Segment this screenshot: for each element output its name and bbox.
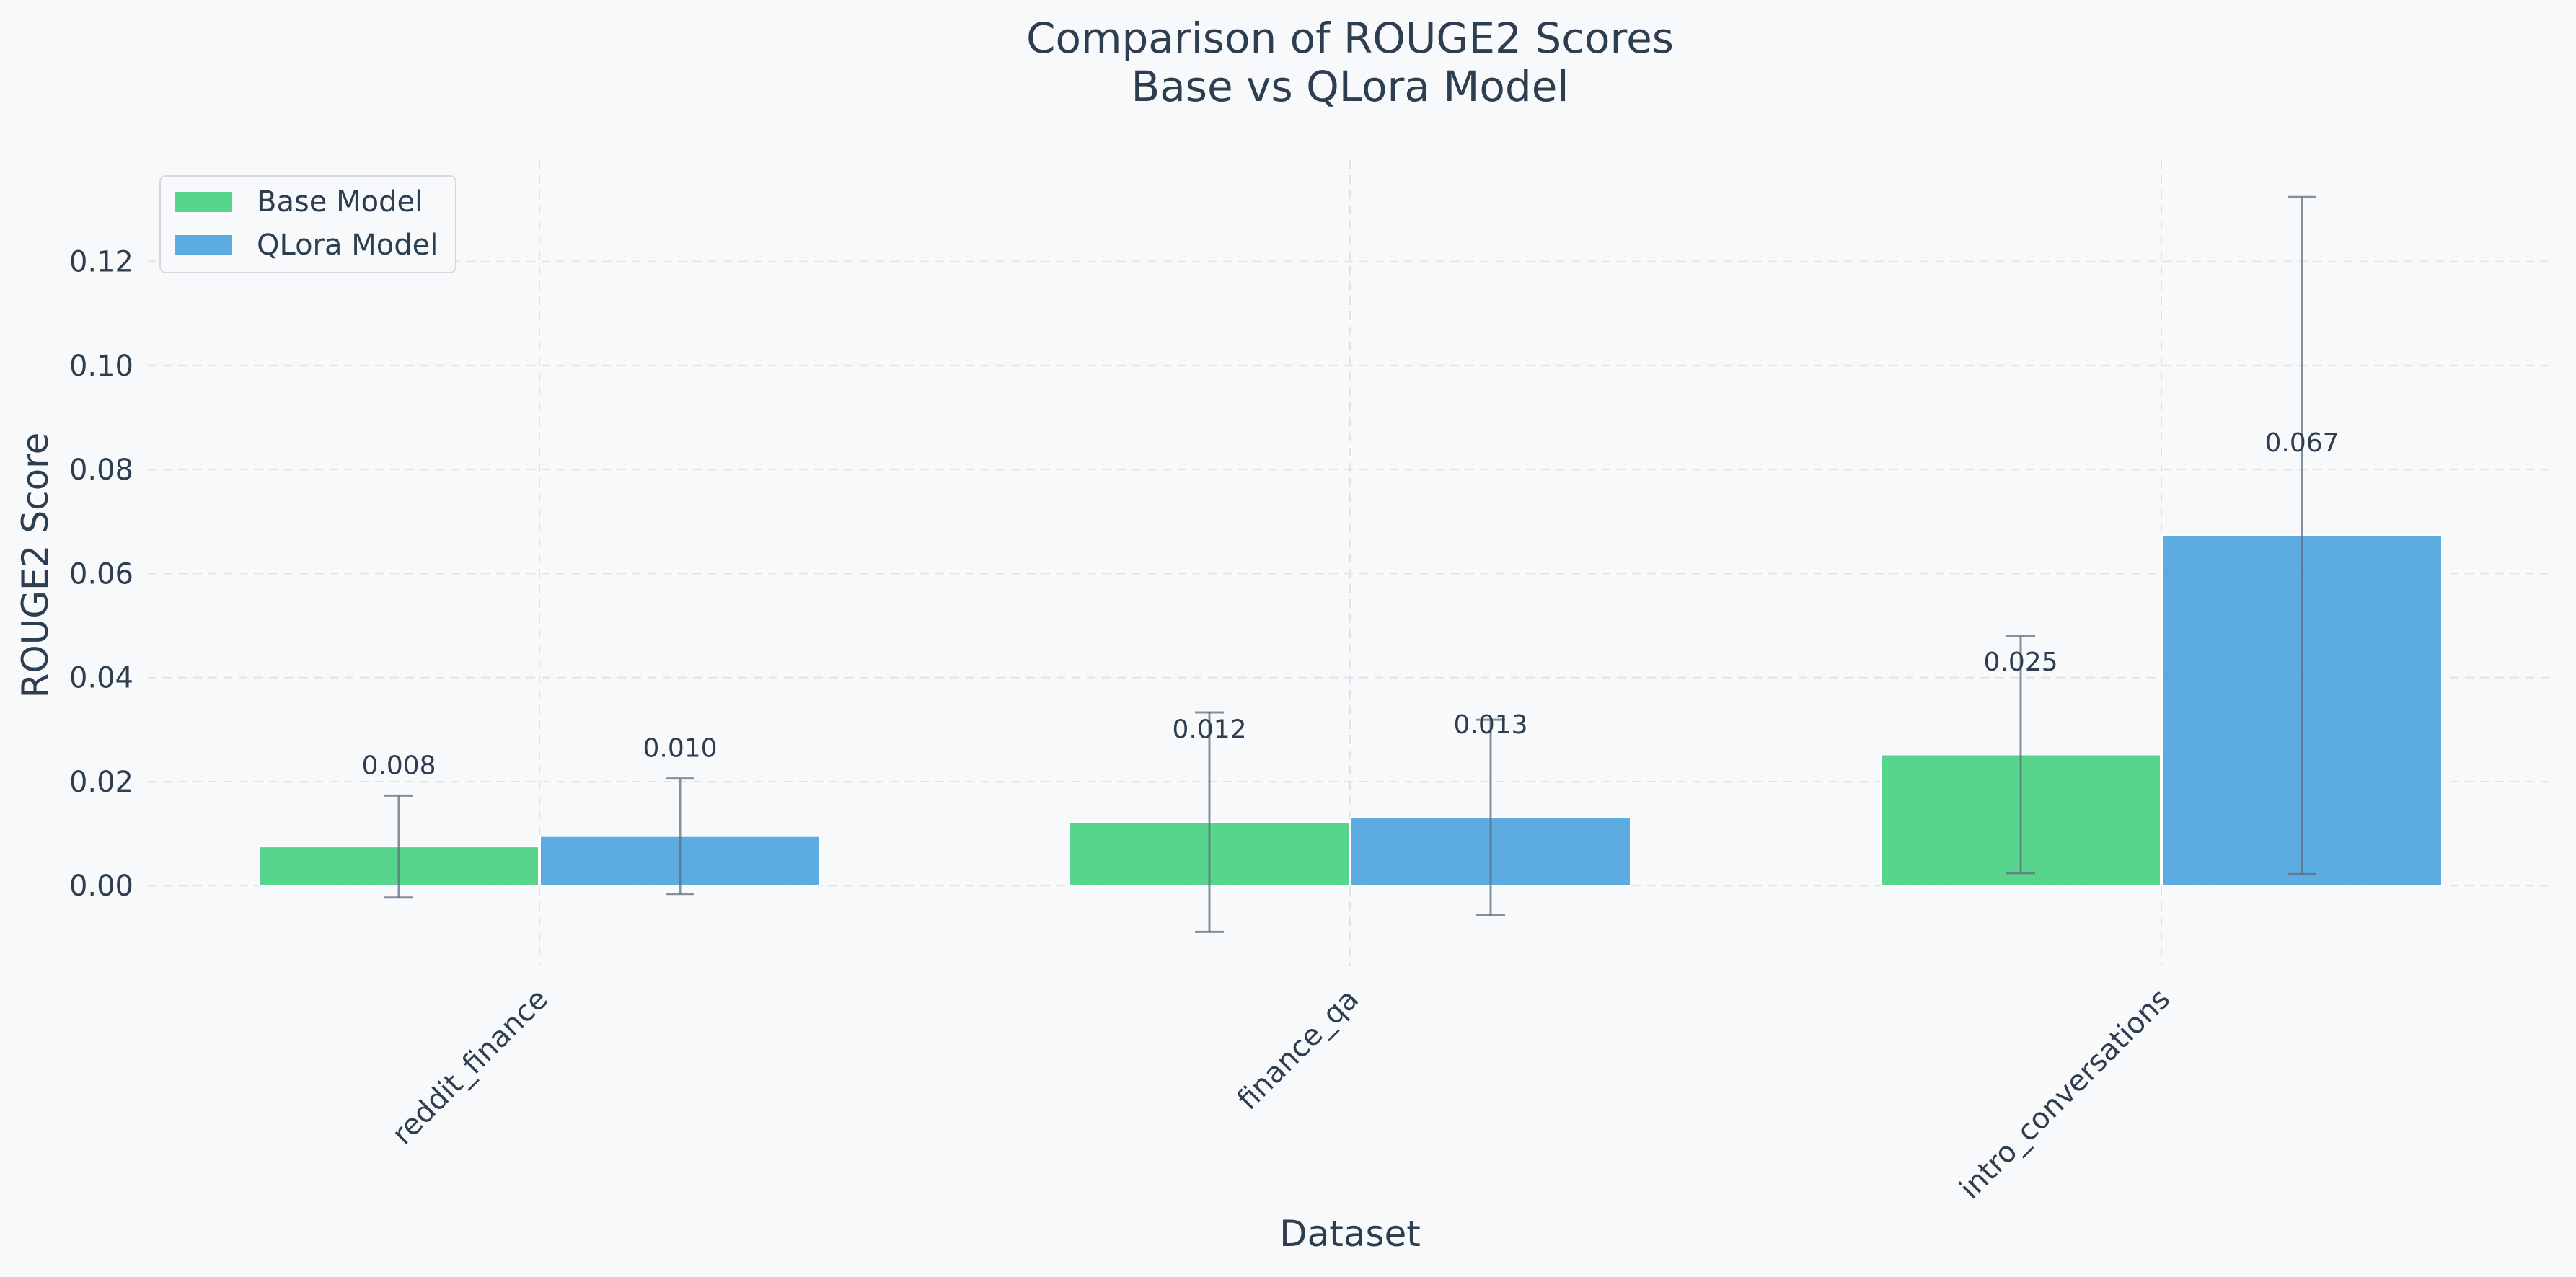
y-tick-label: 0.04 bbox=[69, 662, 133, 695]
legend-swatch-base-model bbox=[175, 192, 232, 212]
chart-subtitle: Base vs QLora Model bbox=[1131, 62, 1569, 111]
error-bars-layer bbox=[384, 195, 2316, 933]
y-axis-label: ROUGE2 Score bbox=[14, 433, 56, 699]
legend-label-base-model: Base Model bbox=[257, 185, 423, 218]
x-tick-label: finance_qa bbox=[1231, 983, 1365, 1117]
y-tick-label: 0.10 bbox=[69, 350, 133, 383]
chart-title: Comparison of ROUGE2 Scores bbox=[1026, 14, 1674, 63]
x-tick-label: reddit_finance bbox=[386, 983, 555, 1152]
legend-box bbox=[159, 175, 456, 273]
data-label-qlora-model: 0.067 bbox=[2264, 428, 2339, 458]
x-tick-labels: reddit_finance finance_qa intro_conversati… bbox=[386, 983, 2176, 1206]
y-tick-label: 0.02 bbox=[69, 766, 133, 799]
x-axis-label: Dataset bbox=[1279, 1213, 1421, 1255]
legend-label-qlora-model: QLora Model bbox=[257, 229, 438, 262]
data-labels-layer: 0.008 0.012 0.025 0.010 0.013 0.067 bbox=[361, 428, 2339, 780]
data-label-base-model: 0.025 bbox=[1983, 648, 2057, 677]
data-label-qlora-model: 0.010 bbox=[643, 734, 717, 764]
y-tick-label: 0.00 bbox=[69, 870, 133, 903]
x-tick-label: intro_conversations bbox=[1954, 983, 2176, 1206]
data-label-qlora-model: 0.013 bbox=[1453, 710, 1527, 740]
y-tick-label: 0.12 bbox=[69, 246, 133, 279]
y-tick-label: 0.06 bbox=[69, 557, 133, 591]
legend-swatch-qlora-model bbox=[175, 235, 232, 255]
y-tick-label: 0.08 bbox=[69, 454, 133, 487]
data-label-base-model: 0.012 bbox=[1172, 715, 1246, 745]
legend: Base Model QLora Model bbox=[159, 175, 456, 273]
grid-layer bbox=[148, 160, 2553, 966]
data-label-base-model: 0.008 bbox=[361, 751, 436, 780]
y-tick-labels: 0.00 0.02 0.04 0.06 0.08 0.10 0.12 bbox=[69, 246, 133, 903]
